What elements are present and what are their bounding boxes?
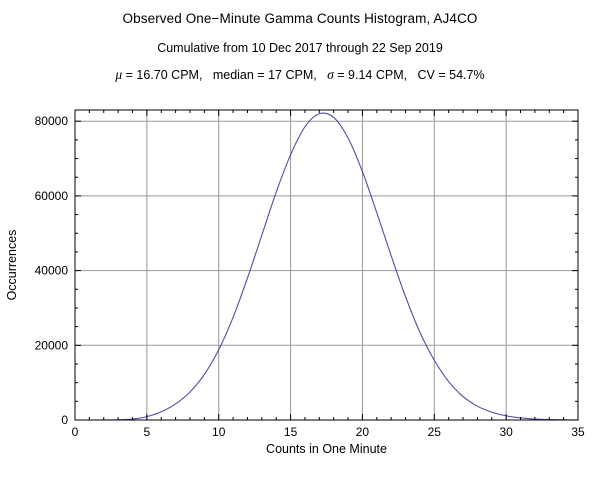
y-tick-label: 60000 xyxy=(35,189,69,203)
x-tick-label: 20 xyxy=(356,425,370,439)
distribution-curve xyxy=(74,112,579,421)
chart-title: Observed One−Minute Gamma Counts Histogr… xyxy=(122,11,478,26)
x-tick-label: 25 xyxy=(428,425,442,439)
y-tick-label: 40000 xyxy=(35,264,69,278)
x-tick-label: 0 xyxy=(72,425,79,439)
y-tick-label: 0 xyxy=(61,413,68,427)
gridlines xyxy=(75,110,578,420)
stat-text: = 9.14 CPM, CV = 54.7% xyxy=(333,68,485,82)
x-tick-label: 5 xyxy=(144,425,151,439)
stat-greek-symbol: μ xyxy=(115,67,123,82)
y-tick-label: 20000 xyxy=(35,338,69,352)
y-tick-label: 80000 xyxy=(35,114,69,128)
frame-rect xyxy=(74,109,579,421)
tick-labels: 0 5 10 15 20 25 30 35 0 20000 40000 60000 80000 xyxy=(35,114,585,439)
histogram-curve xyxy=(74,112,579,421)
stat-text: = 16.70 CPM, median = 17 CPM, xyxy=(122,68,328,82)
y-axis-label: Occurrences xyxy=(5,230,19,301)
plot-frame xyxy=(74,109,579,421)
stat-greek-symbol: σ xyxy=(327,67,334,82)
axis-ticks xyxy=(74,110,579,421)
x-tick-label: 15 xyxy=(284,425,298,439)
chart-stats: μ = 16.70 CPM, median = 17 CPM, σ = 9.14… xyxy=(0,67,600,83)
x-axis-label: Counts in One Minute xyxy=(266,442,387,456)
x-tick-label: 35 xyxy=(571,425,585,439)
x-tick-label: 10 xyxy=(212,425,226,439)
x-tick-label: 30 xyxy=(499,425,513,439)
chart-subtitle: Cumulative from 10 Dec 2017 through 22 S… xyxy=(157,41,443,55)
